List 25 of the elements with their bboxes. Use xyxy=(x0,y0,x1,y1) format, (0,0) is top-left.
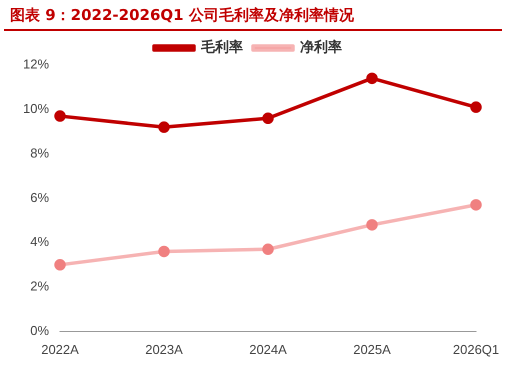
point xyxy=(366,219,378,231)
legend-label: 净利率 xyxy=(300,38,342,56)
x-tick-label: 2026Q1 xyxy=(452,342,500,357)
point xyxy=(54,110,66,122)
y-tick-label: 6% xyxy=(30,190,50,205)
y-tick-label: 8% xyxy=(30,145,50,160)
y-tick-label: 10% xyxy=(22,100,50,116)
point xyxy=(470,199,482,211)
x-tick-label: 2024A xyxy=(249,342,288,357)
y-tick-label: 12% xyxy=(22,56,50,72)
point xyxy=(262,112,274,124)
y-tick-label: 4% xyxy=(30,234,50,250)
point xyxy=(54,259,66,271)
y-tick-label: 0% xyxy=(30,322,50,338)
point xyxy=(262,244,274,256)
y-tick-label: 2% xyxy=(30,278,50,294)
legend-label: 毛利率 xyxy=(200,38,243,56)
point xyxy=(366,72,378,84)
chart-title: 图表 9：2022-2026Q1 公司毛利率及净利率情况 xyxy=(4,0,502,31)
x-tick-label: 2022A xyxy=(41,342,80,357)
point xyxy=(158,246,170,258)
x-tick-label: 2025A xyxy=(353,342,392,357)
point xyxy=(158,121,170,133)
point xyxy=(470,101,482,113)
x-tick-label: 2023A xyxy=(145,342,184,357)
